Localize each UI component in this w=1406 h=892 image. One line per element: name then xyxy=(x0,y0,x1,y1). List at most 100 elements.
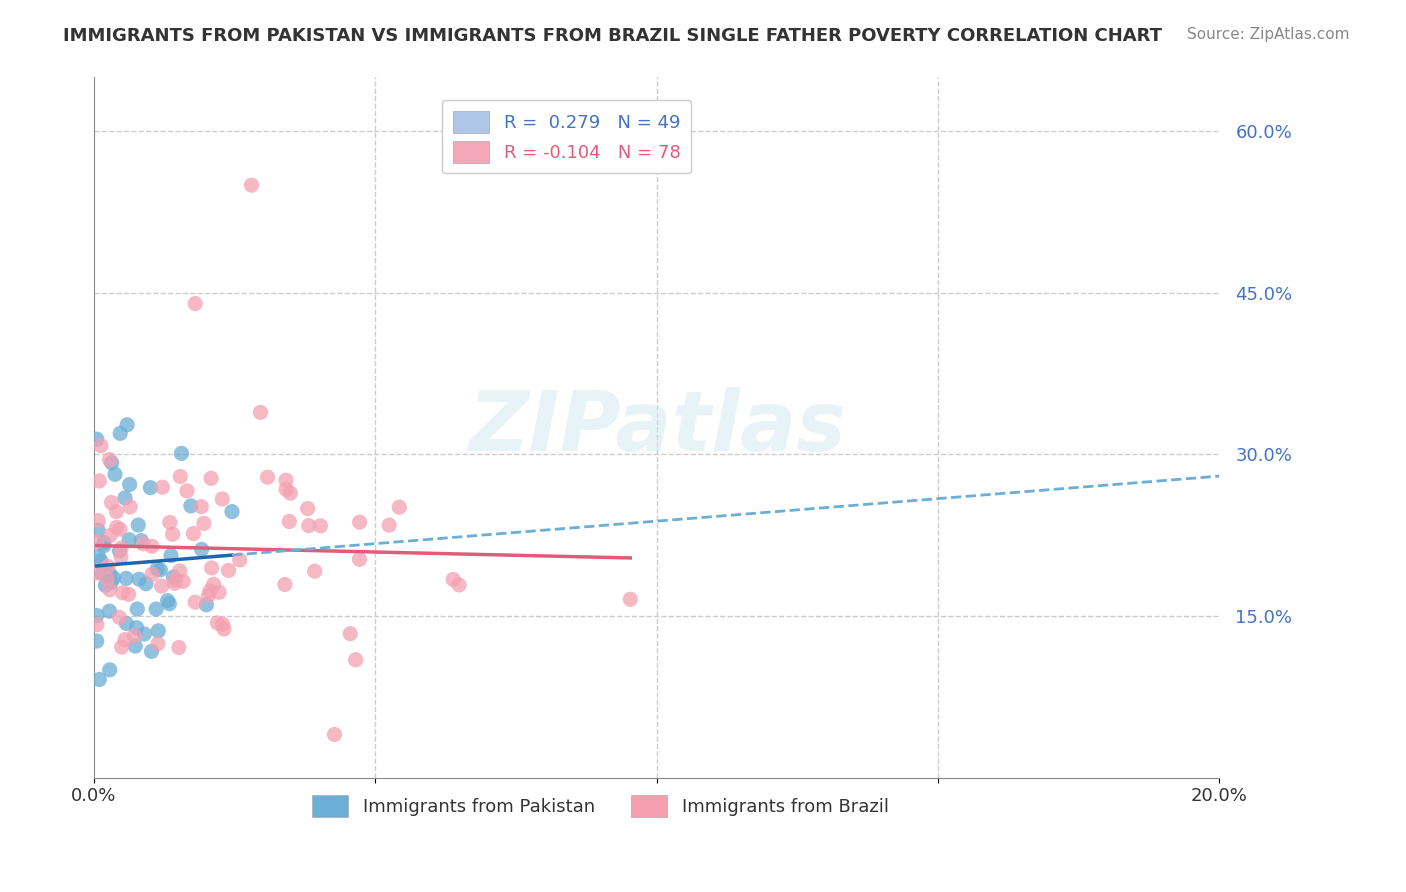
Point xyxy=(378,518,401,533)
Point xyxy=(105,504,128,518)
Point xyxy=(218,563,240,577)
Point xyxy=(127,518,149,533)
Point xyxy=(127,602,149,616)
Point xyxy=(249,405,271,419)
Point xyxy=(169,564,191,578)
Point xyxy=(184,296,207,310)
Point xyxy=(207,615,229,630)
Point xyxy=(141,644,163,658)
Point xyxy=(89,673,111,687)
Point xyxy=(198,583,221,598)
Point xyxy=(98,452,121,467)
Point xyxy=(228,553,250,567)
Point xyxy=(103,571,125,585)
Point xyxy=(280,486,302,500)
Point xyxy=(167,640,190,655)
Point xyxy=(156,593,179,607)
Point xyxy=(170,446,193,460)
Point xyxy=(208,585,231,599)
Point xyxy=(183,526,205,541)
Point xyxy=(86,617,108,632)
Point xyxy=(135,576,157,591)
Point xyxy=(150,579,173,593)
Point xyxy=(447,578,470,592)
Point xyxy=(100,575,122,590)
Point xyxy=(98,663,121,677)
Point xyxy=(86,566,108,580)
Point xyxy=(94,578,117,592)
Point xyxy=(124,639,146,653)
Point xyxy=(87,549,110,564)
Point xyxy=(110,549,132,564)
Point xyxy=(108,544,131,558)
Point xyxy=(98,582,121,597)
Point xyxy=(87,514,110,528)
Point xyxy=(111,640,134,654)
Point xyxy=(93,539,115,553)
Point xyxy=(184,595,207,609)
Point xyxy=(91,566,114,581)
Point xyxy=(93,535,115,549)
Point xyxy=(349,552,371,566)
Point xyxy=(211,617,233,632)
Text: Source: ZipAtlas.com: Source: ZipAtlas.com xyxy=(1187,27,1350,42)
Point xyxy=(619,592,641,607)
Point xyxy=(118,477,141,491)
Point xyxy=(150,480,173,494)
Point xyxy=(149,563,172,577)
Point xyxy=(176,483,198,498)
Point xyxy=(211,491,233,506)
Point xyxy=(100,456,122,470)
Point xyxy=(441,573,464,587)
Point xyxy=(339,626,361,640)
Point xyxy=(297,501,319,516)
Point xyxy=(304,564,326,578)
Point xyxy=(97,559,120,574)
Point xyxy=(98,528,121,542)
Point xyxy=(111,586,134,600)
Point xyxy=(146,637,169,651)
Point xyxy=(195,598,218,612)
Point xyxy=(344,653,367,667)
Point xyxy=(145,602,167,616)
Point xyxy=(100,495,122,509)
Point xyxy=(104,467,127,482)
Point xyxy=(115,417,138,432)
Point xyxy=(118,533,141,547)
Point xyxy=(256,470,278,484)
Point xyxy=(212,622,235,636)
Point xyxy=(197,589,219,603)
Point xyxy=(90,554,112,568)
Point xyxy=(132,537,155,551)
Point xyxy=(90,439,112,453)
Point xyxy=(240,178,263,193)
Point xyxy=(98,567,121,582)
Point xyxy=(160,549,183,563)
Point xyxy=(274,473,297,487)
Point xyxy=(180,499,202,513)
Point xyxy=(114,632,136,647)
Point xyxy=(309,518,332,533)
Point xyxy=(221,505,243,519)
Point xyxy=(190,542,212,557)
Point xyxy=(89,474,111,488)
Point xyxy=(146,562,169,576)
Point xyxy=(169,469,191,483)
Point xyxy=(86,432,108,446)
Point xyxy=(98,604,121,618)
Text: IMMIGRANTS FROM PAKISTAN VS IMMIGRANTS FROM BRAZIL SINGLE FATHER POVERTY CORRELA: IMMIGRANTS FROM PAKISTAN VS IMMIGRANTS F… xyxy=(63,27,1163,45)
Point xyxy=(96,572,118,586)
Point xyxy=(159,516,181,530)
Point xyxy=(201,561,224,575)
Point xyxy=(162,570,184,584)
Point xyxy=(115,616,138,631)
Point xyxy=(141,539,163,553)
Point xyxy=(141,567,163,582)
Point xyxy=(86,634,108,648)
Point xyxy=(298,518,321,533)
Point xyxy=(125,621,148,635)
Point xyxy=(162,527,184,541)
Point xyxy=(108,426,131,441)
Point xyxy=(157,597,180,611)
Point xyxy=(105,520,128,534)
